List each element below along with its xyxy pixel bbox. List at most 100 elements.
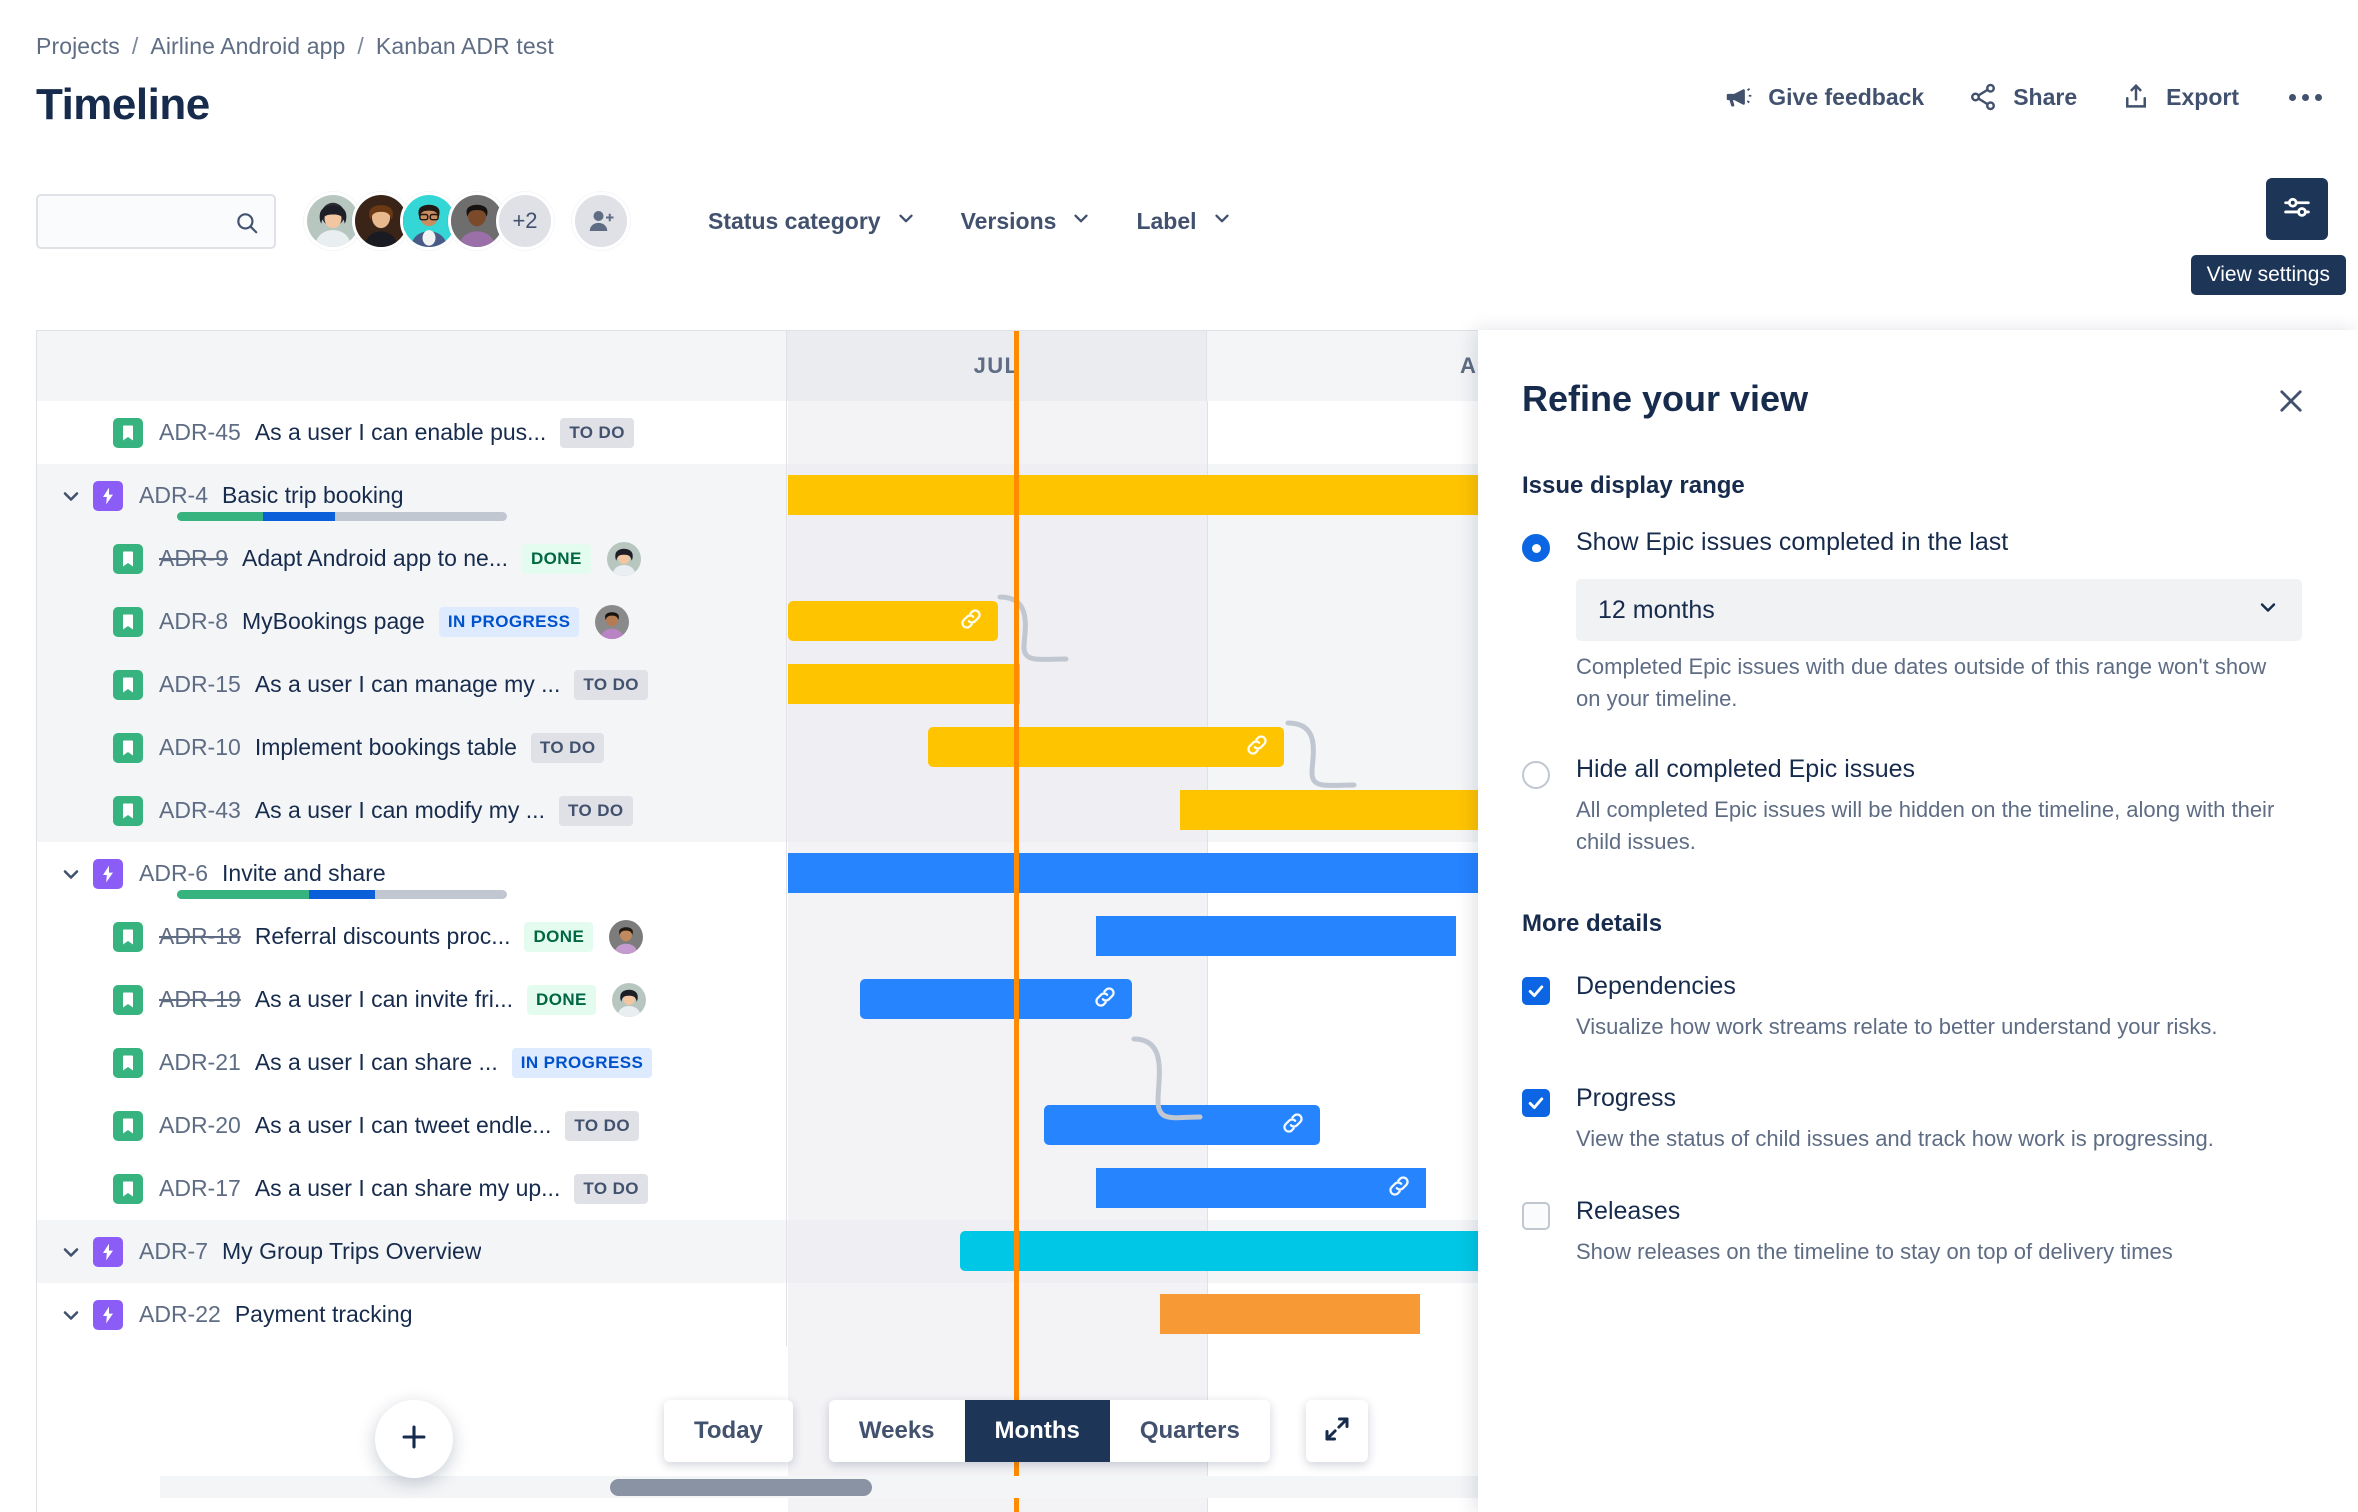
issue-key[interactable]: ADR-15 [159, 671, 241, 697]
issue-key[interactable]: ADR-4 [139, 482, 209, 508]
completed-range-select[interactable]: 12 months [1576, 579, 2302, 641]
zoom-quarters[interactable]: Quarters [1139, 1417, 1240, 1444]
timeline-bar[interactable] [1096, 916, 1456, 956]
radio-show-completed[interactable] [1522, 534, 1550, 562]
assignee-avatar[interactable] [606, 541, 641, 576]
breadcrumb-item-board[interactable]: Kanban ADR test [375, 33, 554, 59]
issue-row-adr-20[interactable]: ADR-20 As a user I can tweet endle... TO D… [37, 1094, 787, 1157]
expand-collapse-chevron-icon[interactable] [59, 1303, 87, 1327]
issue-key[interactable]: ADR-10 [159, 734, 241, 760]
issue-key[interactable]: ADR-17 [159, 1175, 241, 1201]
expand-collapse-chevron-icon[interactable] [59, 1240, 87, 1264]
share-button[interactable]: Share [1968, 82, 2077, 112]
status-badge[interactable]: DONE [524, 921, 594, 952]
assignee-avatar[interactable] [611, 982, 646, 1017]
issue-summary[interactable]: MyBookings page [242, 608, 425, 634]
zoom-months[interactable]: Months [964, 1400, 1110, 1462]
timeline-bar[interactable] [788, 664, 1020, 704]
expand-collapse-chevron-icon[interactable] [59, 862, 87, 886]
dependency-link-icon[interactable] [1386, 1173, 1412, 1204]
issue-summary[interactable]: As a user I can tweet endle... [254, 1112, 552, 1138]
issue-summary[interactable]: My Group Trips Overview [222, 1238, 482, 1264]
status-badge[interactable]: TO DO [574, 669, 648, 700]
search-input[interactable] [38, 209, 274, 233]
issue-key[interactable]: ADR-6 [139, 860, 209, 886]
breadcrumb-item-project[interactable]: Airline Android app [150, 33, 346, 59]
issue-row-adr-10[interactable]: ADR-10 Implement bookings table TO DO [37, 716, 787, 779]
filter-label[interactable]: Label [1114, 197, 1254, 245]
filter-status-category[interactable]: Status category [686, 197, 939, 245]
issue-summary[interactable]: As a user I can manage my ... [254, 671, 561, 697]
close-panel-button[interactable] [2274, 384, 2308, 423]
expand-collapse-chevron-icon[interactable] [59, 484, 87, 508]
issue-summary[interactable]: Payment tracking [234, 1301, 413, 1327]
issue-row-adr-21[interactable]: ADR-21 As a user I can share ... IN PROGRE… [37, 1031, 787, 1094]
issue-key[interactable]: ADR-21 [159, 1049, 241, 1075]
radio-hide-completed[interactable] [1522, 760, 1550, 789]
issue-summary[interactable]: As a user I can share ... [254, 1049, 498, 1075]
dependency-link-icon[interactable] [958, 606, 984, 637]
issue-key[interactable]: ADR-43 [159, 797, 241, 823]
checkbox-option-releases[interactable]: Releases Show releases on the timeline t… [1522, 1197, 2300, 1268]
timeline-bar[interactable] [788, 601, 998, 641]
issue-summary[interactable]: Invite and share [222, 860, 386, 886]
timeline-bar[interactable] [928, 727, 1284, 767]
timeline-bar[interactable] [1096, 1168, 1426, 1208]
dependency-link-icon[interactable] [1280, 1110, 1306, 1141]
issue-row-adr-45[interactable]: ADR-45 As a user I can enable pus... TO DO [37, 401, 787, 464]
issue-key[interactable]: ADR-20 [159, 1112, 241, 1138]
checkbox-option-dependencies[interactable]: Dependencies Visualize how work streams … [1522, 972, 2300, 1043]
issue-row-adr-22[interactable]: ADR-22 Payment tracking [37, 1283, 787, 1346]
timeline-bar[interactable] [1180, 790, 1510, 830]
issue-summary[interactable]: As a user I can invite fri... [254, 986, 514, 1012]
issue-row-adr-19[interactable]: ADR-19 As a user I can invite fri... DONE [37, 968, 787, 1031]
issue-row-adr-43[interactable]: ADR-43 As a user I can modify my ... TO DO [37, 779, 787, 842]
filter-versions[interactable]: Versions [939, 197, 1115, 245]
status-badge[interactable]: TO DO [530, 732, 605, 763]
issue-row-adr-17[interactable]: ADR-17 As a user I can share my up... TO D… [37, 1157, 787, 1220]
status-badge[interactable]: TO DO [574, 1173, 648, 1204]
issue-summary[interactable]: Basic trip booking [222, 482, 404, 508]
status-badge[interactable]: DONE [522, 543, 591, 574]
issue-row-adr-18[interactable]: ADR-18 Referral discounts proc... DONE [37, 905, 787, 968]
status-badge[interactable]: TO DO [565, 1110, 639, 1141]
assignee-avatar[interactable] [609, 919, 644, 954]
create-issue-button[interactable] [375, 1400, 453, 1478]
search-box[interactable] [36, 193, 276, 249]
issue-key[interactable]: ADR-19 [159, 986, 241, 1012]
radio-option-show-completed[interactable]: Show Epic issues completed in the last 1… [1522, 528, 2302, 715]
checkbox-releases[interactable] [1522, 1202, 1550, 1231]
avatar[interactable] [304, 192, 362, 250]
issue-summary[interactable]: As a user I can share my up... [254, 1175, 561, 1201]
status-badge[interactable]: DONE [527, 984, 596, 1015]
checkbox-dependencies[interactable] [1522, 976, 1550, 1005]
issue-summary[interactable]: Adapt Android app to ne... [242, 545, 508, 571]
breadcrumb-item-projects[interactable]: Projects [36, 33, 120, 59]
avatar[interactable] [400, 192, 458, 250]
timeline-bar[interactable] [1044, 1105, 1320, 1145]
avatar[interactable] [352, 192, 410, 250]
radio-option-hide-completed[interactable]: Hide all completed Epic issues All compl… [1522, 755, 2300, 858]
issue-key[interactable]: ADR-18 [159, 923, 241, 949]
avatar-overflow-count[interactable]: +2 [496, 192, 554, 250]
dependency-link-icon[interactable] [1244, 732, 1270, 763]
issue-row-adr-8[interactable]: ADR-8 MyBookings page IN PROGRESS [37, 590, 787, 653]
view-settings-button[interactable] [2266, 178, 2328, 240]
issue-key[interactable]: ADR-9 [159, 545, 229, 571]
dependency-link-icon[interactable] [1092, 984, 1118, 1015]
zoom-weeks[interactable]: Weeks [858, 1417, 935, 1444]
status-badge[interactable]: TO DO [560, 417, 634, 448]
assignee-avatar[interactable] [595, 604, 630, 639]
status-badge[interactable]: IN PROGRESS [438, 606, 580, 637]
issue-summary[interactable]: As a user I can enable pus... [254, 419, 547, 445]
issue-summary[interactable]: Implement bookings table [254, 734, 517, 760]
timeline-bar[interactable] [960, 1231, 1580, 1271]
avatar[interactable] [448, 192, 506, 250]
checkbox-option-progress[interactable]: Progress View the status of child issues… [1522, 1084, 2300, 1155]
issue-row-adr-6[interactable]: ADR-6 Invite and share [37, 842, 787, 905]
issue-key[interactable]: ADR-22 [139, 1301, 221, 1327]
expand-fullscreen-button[interactable] [1305, 1400, 1368, 1462]
issue-key[interactable]: ADR-8 [159, 608, 229, 634]
more-actions-button[interactable] [2283, 93, 2328, 101]
status-badge[interactable]: IN PROGRESS [511, 1047, 653, 1078]
